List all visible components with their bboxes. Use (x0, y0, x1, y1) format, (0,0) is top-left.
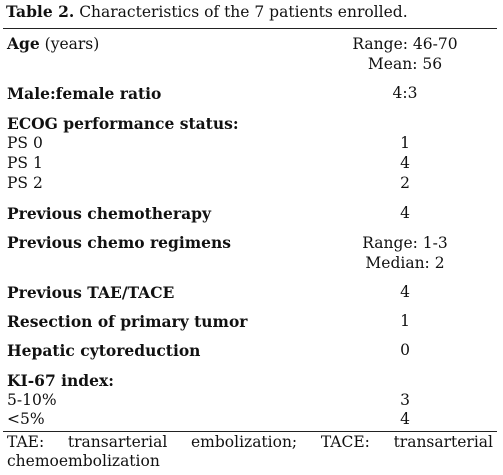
row-value-ps2: 2 (400, 174, 410, 192)
table-caption: Table 2. Characteristics of the 7 patien… (6, 2, 408, 22)
footnote-word: TACE: (320, 433, 370, 451)
row-label-chemo-regimens: Previous chemo regimens (7, 233, 232, 252)
row-value-ki67-5-10: 3 (400, 391, 410, 409)
table-top-rule (3, 28, 497, 29)
row-value-age-range: Range: 46-70 (352, 35, 458, 53)
table-bottom-rule (3, 431, 497, 432)
row-value-hepatic-cytoreduction: 0 (400, 341, 410, 359)
table-title: Characteristics of the 7 patients enroll… (74, 3, 408, 21)
row-label-ki67-lt5: <5% (7, 410, 45, 428)
row-value-ki67-lt5: 4 (400, 410, 410, 428)
row-label-ps2: PS 2 (7, 174, 43, 192)
row-label-ki67: KI-67 index: (7, 371, 114, 390)
row-value-tae-tace: 4 (400, 283, 410, 301)
footnote-word: transarterial (67, 433, 168, 451)
footnote-word: TAE: (7, 433, 45, 451)
row-value-age-mean: Mean: 56 (367, 55, 443, 73)
row-label-ps1: PS 1 (7, 154, 43, 172)
row-label-prev-chemo: Previous chemotherapy (7, 204, 211, 223)
row-label-age-unit: (years) (39, 35, 100, 53)
row-value-ps1: 4 (400, 154, 410, 172)
row-label-ps0: PS 0 (7, 134, 43, 152)
row-label-ecog: ECOG performance status: (7, 114, 239, 133)
table-number: Table 2. (6, 2, 75, 21)
footnote-line-2: chemoembolization (7, 452, 160, 470)
row-label-age: Age (years) (7, 34, 100, 53)
row-value-chemo-regimens-range: Range: 1-3 (362, 234, 448, 252)
row-value-ps0: 1 (400, 134, 410, 152)
row-label-resection: Resection of primary tumor (7, 312, 248, 331)
row-label-sex-ratio: Male:female ratio (7, 84, 162, 103)
footnote-word: transarterial (393, 433, 493, 451)
row-label-hepatic-cytoreduction: Hepatic cytoreduction (7, 341, 201, 360)
row-value-prev-chemo: 4 (400, 204, 410, 222)
row-label-tae-tace: Previous TAE/TACE (7, 283, 175, 302)
footnote-line-1: TAE: transarterial embolization; TACE: t… (7, 433, 493, 452)
row-value-chemo-regimens-median: Median: 2 (365, 254, 445, 272)
row-label-ki67-5-10: 5-10% (7, 391, 57, 409)
table-footnote: TAE: transarterial embolization; TACE: t… (7, 433, 495, 471)
row-value-resection: 1 (400, 312, 410, 330)
footnote-word: embolization; (190, 433, 298, 451)
row-value-sex-ratio: 4:3 (392, 84, 418, 102)
